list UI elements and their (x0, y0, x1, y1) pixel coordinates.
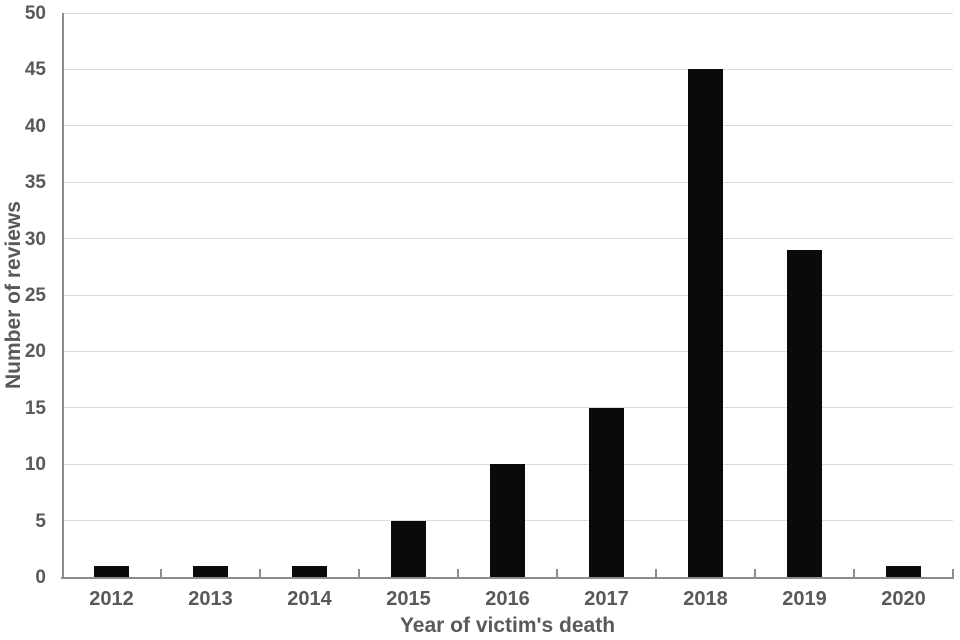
bar-2019 (787, 249, 822, 577)
bar-2017 (589, 407, 624, 577)
plot-area (62, 12, 954, 577)
y-tick-label: 50 (24, 3, 46, 24)
bar-2020 (886, 565, 921, 577)
x-axis-line (61, 577, 954, 579)
x-axis-tick (259, 569, 261, 577)
gridline (62, 12, 953, 14)
x-tick-label: 2012 (89, 588, 134, 610)
x-tick-label: 2013 (188, 588, 233, 610)
gridline (62, 125, 953, 127)
x-axis-tick (358, 569, 360, 577)
y-tick-label: 20 (24, 341, 46, 363)
x-axis-tick (853, 569, 855, 577)
x-tick-label: 2015 (386, 588, 431, 610)
y-tick-label: 5 (35, 510, 46, 532)
gridline (62, 181, 953, 183)
gridline (62, 463, 953, 465)
gridline (62, 238, 953, 240)
y-axis-line (62, 13, 64, 579)
x-axis-tick (457, 569, 459, 577)
y-tick-label: 25 (24, 285, 46, 306)
x-tick-label: 2018 (683, 588, 728, 610)
bar-2014 (292, 565, 327, 577)
bar-2018 (688, 69, 723, 577)
x-tick-label: 2017 (584, 588, 629, 610)
y-tick-label: 15 (24, 397, 46, 419)
y-tick-label: 30 (24, 228, 46, 250)
x-tick-label: 2016 (485, 588, 530, 610)
y-tick-label: 45 (24, 59, 46, 81)
x-axis-tick (556, 569, 558, 577)
bar-2016 (490, 464, 525, 577)
gridline (62, 350, 953, 352)
y-tick-label: 35 (24, 172, 46, 194)
x-axis-title: Year of victim's death (399, 614, 616, 637)
gridline (62, 294, 953, 296)
x-axis-tick (655, 569, 657, 577)
bar-2013 (193, 565, 228, 577)
y-tick-label: 10 (24, 454, 46, 476)
x-tick-label: 2014 (287, 588, 332, 610)
y-tick-label: 40 (24, 115, 46, 137)
bar-2012 (94, 565, 129, 577)
gridline (62, 68, 953, 70)
x-tick-label: 2020 (881, 588, 926, 610)
gridline (62, 407, 953, 409)
x-axis-tick (952, 569, 954, 577)
y-tick-label: 0 (35, 567, 46, 588)
x-axis-tick (160, 569, 162, 577)
bar-2015 (391, 520, 426, 577)
x-axis-tick (754, 569, 756, 577)
x-tick-label: 2019 (782, 588, 827, 610)
